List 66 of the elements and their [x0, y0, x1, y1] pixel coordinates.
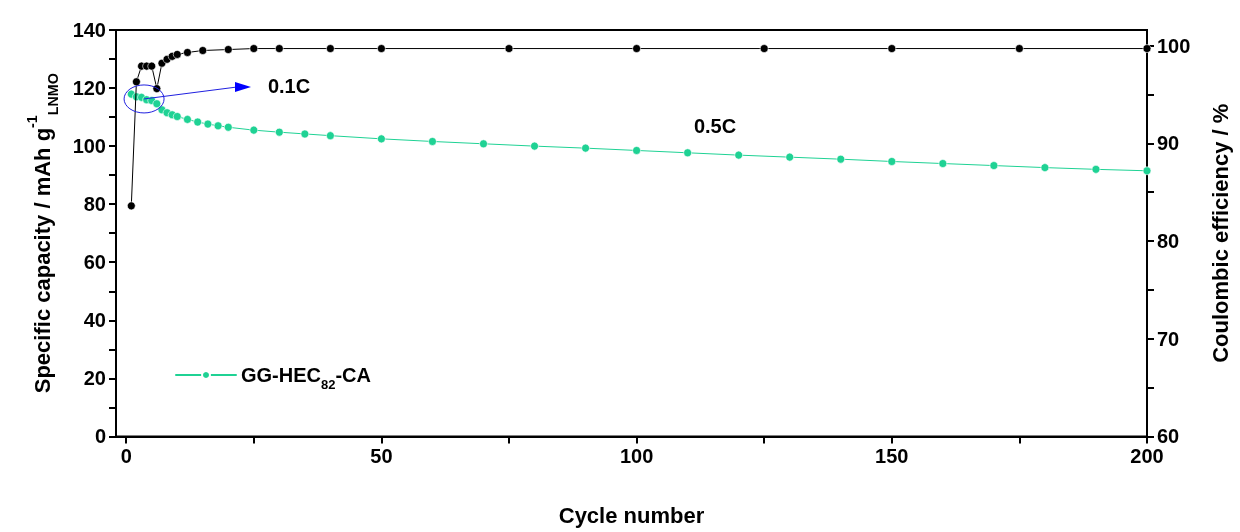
point	[213, 121, 223, 131]
point	[887, 157, 897, 166]
y-tick-label: 120	[72, 77, 106, 100]
point	[1091, 165, 1101, 174]
point	[632, 44, 641, 53]
point	[326, 131, 335, 140]
x-tick-label: 200	[1130, 445, 1164, 468]
point	[1040, 163, 1050, 172]
y-tick-label: 0	[94, 425, 106, 448]
x-tick-label: 150	[875, 445, 909, 468]
point	[989, 161, 999, 170]
y2-tick-label: 70	[1157, 327, 1180, 350]
y-tick-label: 140	[72, 19, 106, 41]
point	[249, 44, 259, 53]
point	[147, 61, 157, 71]
point	[683, 148, 692, 158]
point	[785, 152, 795, 162]
point	[183, 115, 192, 124]
y2-axis-title: Coulombic efficiency / %	[1208, 103, 1234, 363]
y-tick-label: 40	[83, 309, 106, 332]
point	[759, 44, 769, 53]
point	[504, 44, 514, 53]
point	[172, 50, 182, 59]
point	[198, 46, 208, 55]
point	[734, 150, 743, 160]
point	[224, 45, 233, 54]
point	[127, 201, 136, 211]
y-tick-label: 20	[83, 367, 106, 390]
point	[428, 137, 437, 146]
x-tick-label: 100	[619, 445, 654, 468]
y2-tick-label: 80	[1157, 230, 1180, 253]
point	[632, 146, 641, 155]
point	[152, 99, 162, 109]
point	[224, 122, 233, 132]
annotation: 0.1C	[267, 75, 311, 97]
point	[836, 154, 846, 164]
point	[249, 125, 259, 135]
x-tick-label: 50	[370, 445, 393, 468]
point	[183, 48, 192, 57]
y-tick-label: 60	[83, 251, 106, 274]
point	[300, 129, 310, 139]
x-tick-label: 0	[120, 445, 132, 468]
point	[377, 134, 386, 144]
point	[938, 159, 948, 168]
y-axis-title: Specific capacity / mAh g-1LNMO	[23, 73, 61, 394]
point	[172, 112, 182, 121]
point	[1015, 44, 1024, 53]
annotation: 0.5C	[693, 115, 737, 137]
point	[581, 143, 590, 153]
y2-tick-label: 60	[1157, 425, 1180, 448]
point	[887, 44, 897, 53]
point	[203, 119, 213, 129]
y2-tick-label: 90	[1157, 132, 1180, 155]
point	[377, 44, 386, 53]
point	[275, 127, 284, 137]
point	[275, 44, 284, 53]
point	[132, 77, 141, 87]
point	[326, 44, 335, 53]
point	[1142, 166, 1152, 176]
point	[479, 139, 488, 149]
y-tick-label: 100	[72, 135, 106, 158]
y2-tick-label: 100	[1157, 34, 1191, 57]
y-tick-label: 80	[83, 193, 106, 216]
x-axis-title: Cycle number	[558, 503, 705, 529]
point	[530, 141, 539, 151]
point	[193, 117, 202, 127]
